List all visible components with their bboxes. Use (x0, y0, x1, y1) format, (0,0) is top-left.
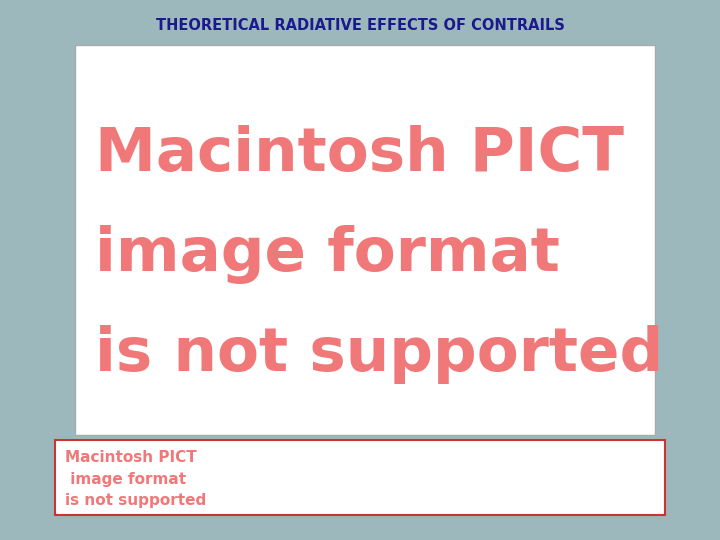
Text: image format: image format (65, 472, 186, 487)
Bar (75, 45, 655, 435)
Text: is not supported: is not supported (65, 494, 206, 508)
Text: image format: image format (95, 226, 560, 285)
Text: is not supported: is not supported (95, 326, 663, 384)
Text: THEORETICAL RADIATIVE EFFECTS OF CONTRAILS: THEORETICAL RADIATIVE EFFECTS OF CONTRAI… (156, 18, 564, 33)
Text: Macintosh PICT: Macintosh PICT (95, 125, 624, 185)
Bar (55, 440, 665, 515)
Text: Macintosh PICT: Macintosh PICT (65, 450, 197, 465)
